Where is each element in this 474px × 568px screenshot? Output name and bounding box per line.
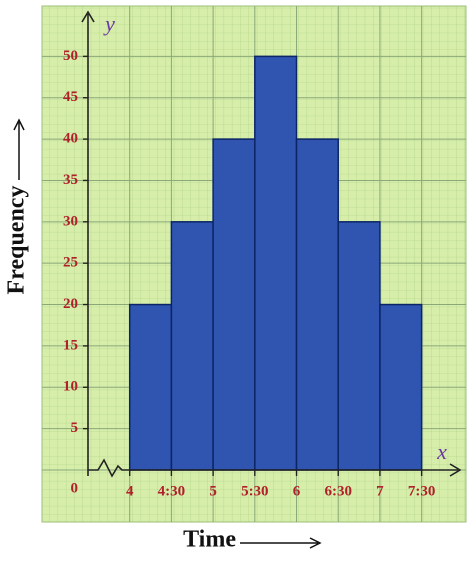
y-tick-label: 35 — [63, 172, 78, 188]
bar — [337, 221, 381, 471]
bar — [254, 55, 298, 471]
y-axis-letter: y — [103, 11, 115, 36]
y-tick-label: 40 — [63, 131, 78, 147]
y-arrow — [81, 10, 95, 23]
bar — [295, 138, 339, 471]
y-tick-label: 45 — [63, 89, 78, 105]
y-tick-label: 15 — [63, 337, 78, 353]
y-axis-title: Frequency — [4, 186, 30, 295]
x-tick-label: 4 — [126, 483, 134, 499]
bar — [212, 138, 256, 471]
x-tick-label: 5:30 — [241, 483, 269, 499]
bar — [128, 303, 173, 471]
x-tick-label: 5 — [209, 483, 217, 499]
bar — [379, 303, 423, 471]
y-tick-label: 5 — [71, 420, 79, 436]
bars — [128, 55, 423, 471]
x-tick-label: 6 — [293, 483, 301, 499]
y-title-arrow — [13, 118, 25, 180]
y-tick-label: 30 — [63, 213, 78, 229]
x-axis-letter: x — [436, 439, 447, 464]
bar — [170, 221, 214, 471]
y-tick-label: 20 — [63, 296, 78, 312]
axes — [81, 10, 462, 478]
x-tick-label: 7 — [376, 483, 384, 499]
y-tick-label: 25 — [63, 255, 78, 271]
x-arrow — [449, 463, 462, 477]
x-axis — [88, 458, 458, 478]
x-tick-label: 4:30 — [158, 483, 186, 499]
x-title-arrow — [240, 537, 322, 549]
x-axis-title: Time — [183, 527, 236, 553]
y-tick-label: 0 — [71, 480, 79, 496]
y-tick-label: 10 — [63, 379, 78, 395]
x-tick-label: 7:30 — [408, 483, 436, 499]
y-tick-label: 50 — [63, 48, 78, 64]
x-tick-label: 6:30 — [324, 483, 352, 499]
